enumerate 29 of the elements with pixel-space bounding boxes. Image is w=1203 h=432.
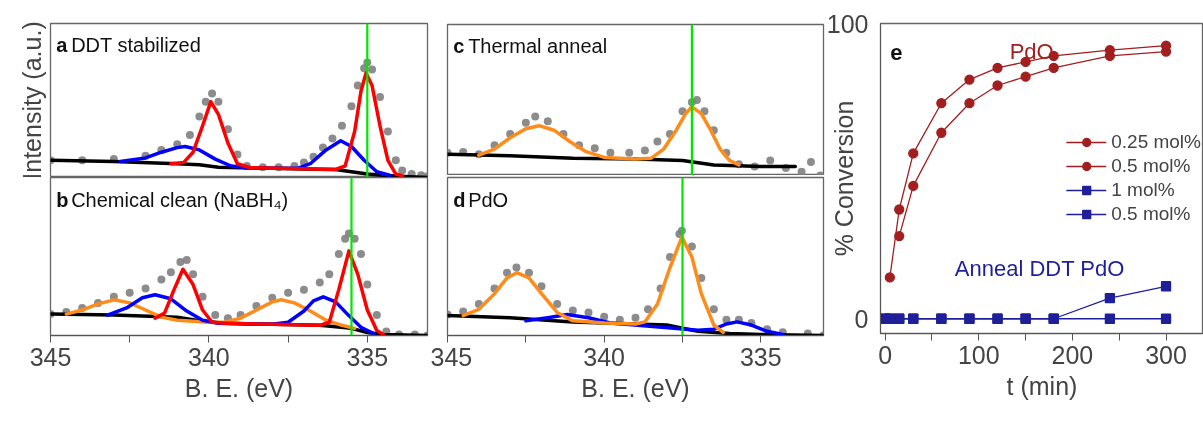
- text: DDT stabilized: [71, 34, 201, 57]
- text: Chemical clean (NaBH₄): [71, 188, 289, 211]
- x-tick-label: 335: [346, 342, 389, 371]
- legend-label: 0.5 mol%: [1111, 203, 1191, 225]
- text: PdO: [468, 188, 509, 211]
- annotation: Anneal DDT PdO: [954, 256, 1125, 281]
- x-tick-label: 300: [1145, 340, 1187, 369]
- x-axis-title: B. E. (eV): [184, 373, 294, 402]
- text: c: [453, 35, 465, 58]
- x-axis-title: B. E. (eV): [581, 373, 690, 402]
- x-tick-label: 200: [1051, 340, 1094, 369]
- legend-label: 0.25 mol%: [1111, 131, 1201, 153]
- x-tick-label: 345: [430, 342, 473, 371]
- x-tick-label: 340: [188, 342, 230, 371]
- annotation: e: [890, 40, 903, 66]
- text: b: [56, 188, 69, 211]
- x-tick-label: 345: [29, 342, 72, 371]
- x-tick-label: 0: [878, 340, 893, 369]
- x-tick-label: 340: [583, 342, 626, 371]
- y-axis-title: Intensity (a.u.): [17, 21, 46, 180]
- text: d: [453, 188, 466, 211]
- legend-label: 0.5 mol%: [1111, 155, 1191, 177]
- x-axis-title: t (min): [1006, 371, 1078, 400]
- text: a: [56, 34, 69, 57]
- x-tick-label: 335: [739, 342, 782, 371]
- y-axis-title: % Conversion: [829, 100, 858, 257]
- text: Thermal anneal: [468, 35, 608, 58]
- x-tick-label: 100: [957, 340, 1000, 369]
- legend-label: 1 mol%: [1111, 179, 1175, 201]
